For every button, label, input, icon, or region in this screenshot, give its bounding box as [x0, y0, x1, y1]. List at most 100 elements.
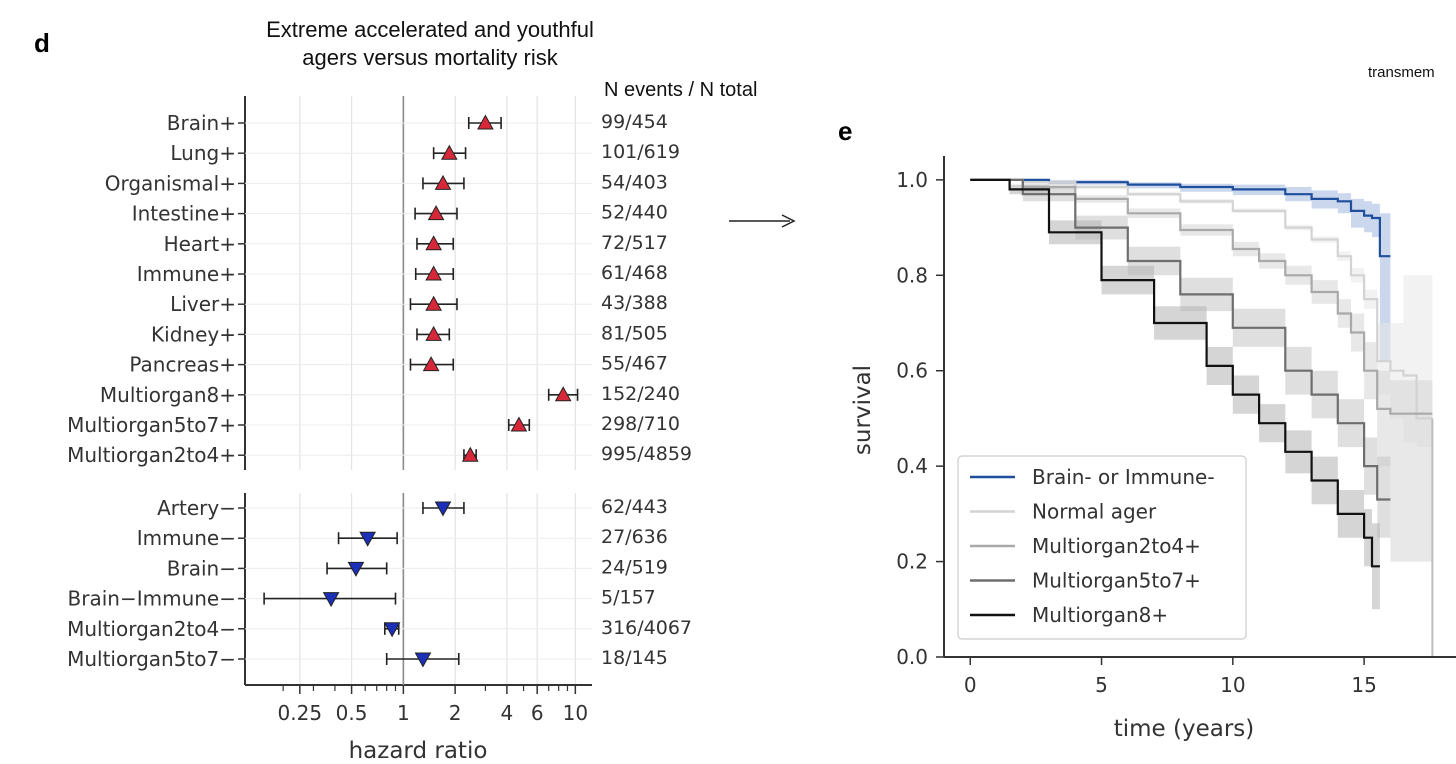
- forest-rows: Brain+ 99/454 Lung+ 101/619 Organismal+ 54/40…: [67, 111, 692, 671]
- forest-row-label: Immune−: [137, 526, 236, 550]
- forest-row-label: Multiorgan2to4−: [67, 617, 236, 641]
- legend-entry-label: Multiorgan8+: [1032, 603, 1168, 627]
- km-y-tick-label: 0.2: [896, 550, 928, 574]
- forest-point-marker: [383, 622, 401, 638]
- forest-count-label: 43/388: [601, 292, 668, 314]
- forest-count-label: 99/454: [601, 111, 668, 133]
- forest-point-marker: [434, 174, 452, 190]
- km-axes: [943, 156, 1456, 658]
- forest-count-label: 61/468: [601, 262, 668, 284]
- forest-point-marker: [425, 235, 442, 251]
- forest-point-marker: [422, 356, 440, 372]
- forest-point-marker: [425, 295, 442, 311]
- forest-point-marker: [322, 592, 340, 608]
- forest-row-label: Intestine+: [132, 202, 236, 226]
- forest-count-label: 54/403: [601, 171, 668, 193]
- forest-row-label: Lung+: [170, 141, 236, 165]
- legend-entry-label: Multiorgan5to7+: [1032, 569, 1201, 593]
- km-x-ticks: 0 5 10 15: [964, 657, 1377, 697]
- forest-axes: [244, 96, 592, 686]
- forest-point-marker: [554, 386, 572, 402]
- forest-count-label: 995/4859: [601, 443, 692, 465]
- forest-point-marker: [359, 531, 377, 547]
- forest-count-label: 27/636: [601, 526, 668, 548]
- forest-x-tick-label: 0.5: [336, 701, 368, 725]
- km-band-brain-or-immune-: [970, 179, 1391, 362]
- forest-count-label: 52/440: [601, 202, 668, 224]
- km-curve-brain-or-immune-: [970, 178, 1391, 258]
- forest-title-line2: agers versus mortality risk: [302, 45, 559, 70]
- km-survival-curves: [970, 178, 1434, 657]
- km-x-axis-label: time (years): [1114, 716, 1255, 742]
- forest-point-marker: [425, 265, 442, 281]
- legend-entry-label: Multiorgan2to4+: [1032, 534, 1201, 558]
- forest-count-label: 101/619: [601, 141, 680, 163]
- forest-point-marker: [434, 501, 452, 517]
- forest-row-label: Multiorgan2to4+: [67, 443, 236, 467]
- forest-count-label: 298/710: [601, 413, 680, 435]
- legend-entry-label: Normal ager: [1032, 500, 1157, 524]
- forest-point-marker: [425, 325, 442, 341]
- km-x-tick-label: 15: [1351, 673, 1376, 697]
- forest-row-label: Brain−: [167, 556, 236, 580]
- forest-point-marker: [477, 114, 494, 130]
- forest-row-label: Immune+: [137, 262, 236, 286]
- arrow-icon: [729, 214, 796, 228]
- forest-x-tick-label: 2: [449, 701, 462, 725]
- forest-point-marker: [427, 205, 445, 221]
- forest-x-tick-label: 4: [501, 701, 514, 725]
- forest-count-label: 72/517: [601, 232, 668, 254]
- forest-row-label: Multiorgan8+: [100, 383, 236, 407]
- forest-point-marker: [440, 144, 458, 160]
- km-y-tick-label: 0.0: [896, 645, 928, 669]
- forest-count-label: 18/145: [601, 647, 668, 669]
- km-y-ticks: 0.0 0.2 0.4 0.6 0.8 1.0: [896, 168, 944, 669]
- km-x-tick-label: 10: [1220, 673, 1245, 697]
- forest-x-tick-label: 6: [531, 701, 544, 725]
- km-curve-multiorgan8-: [970, 178, 1380, 568]
- forest-row-label: Kidney+: [151, 322, 236, 346]
- forest-count-label: 316/4067: [601, 617, 692, 639]
- forest-row-label: Brain−Immune−: [68, 587, 236, 611]
- km-y-tick-label: 0.6: [896, 359, 928, 383]
- forest-title-line1: Extreme accelerated and youthful: [266, 17, 594, 42]
- km-x-tick-label: 5: [1095, 673, 1108, 697]
- panel-d-letter: d: [34, 28, 50, 58]
- forest-gridlines: [299, 96, 576, 685]
- forest-row-label: Liver+: [170, 292, 236, 316]
- km-curve-multiorgan5to7-: [970, 178, 1391, 501]
- forest-count-label: 55/467: [601, 353, 668, 375]
- counts-header: N events / N total: [604, 79, 757, 101]
- legend-box: [957, 455, 1247, 640]
- forest-point-marker: [347, 561, 365, 577]
- forest-x-tick-label: 1: [397, 701, 410, 725]
- km-y-tick-label: 0.4: [896, 454, 928, 478]
- km-y-tick-label: 0.8: [896, 263, 928, 287]
- forest-point-marker: [461, 446, 479, 462]
- km-x-tick-label: 0: [964, 673, 977, 697]
- forest-row-label: Pancreas+: [129, 353, 236, 377]
- forest-point-marker: [510, 416, 528, 432]
- legend-entry-label: Brain- or Immune-: [1032, 465, 1215, 489]
- forest-count-label: 5/157: [601, 587, 656, 609]
- forest-count-label: 24/519: [601, 556, 668, 578]
- forest-x-tick-label: 10: [563, 701, 588, 725]
- forest-row-label: Multiorgan5to7−: [67, 647, 236, 671]
- forest-x-axis-label: hazard ratio: [349, 738, 488, 764]
- forest-count-label: 81/505: [601, 322, 668, 344]
- forest-count-label: 152/240: [601, 383, 680, 405]
- clipped-label: transmem: [1368, 64, 1435, 81]
- forest-row-label: Heart+: [164, 232, 236, 256]
- forest-row-label: Multiorgan5to7+: [67, 413, 236, 437]
- forest-x-tick-label: 0.25: [278, 701, 323, 725]
- km-legend: Brain- or Immune- Normal ager Multiorgan2t…: [957, 455, 1247, 640]
- forest-x-ticks: 0.25 0.5 1 2 4 6 10: [278, 685, 588, 725]
- km-y-axis-label: survival: [850, 365, 876, 455]
- forest-row-label: Organismal+: [105, 171, 236, 195]
- panel-e-letter: e: [838, 116, 852, 146]
- km-y-tick-label: 1.0: [896, 168, 928, 192]
- forest-row-label: Artery−: [157, 496, 236, 520]
- km-band-multiorgan5to7-: [970, 179, 1391, 538]
- forest-point-marker: [414, 652, 432, 668]
